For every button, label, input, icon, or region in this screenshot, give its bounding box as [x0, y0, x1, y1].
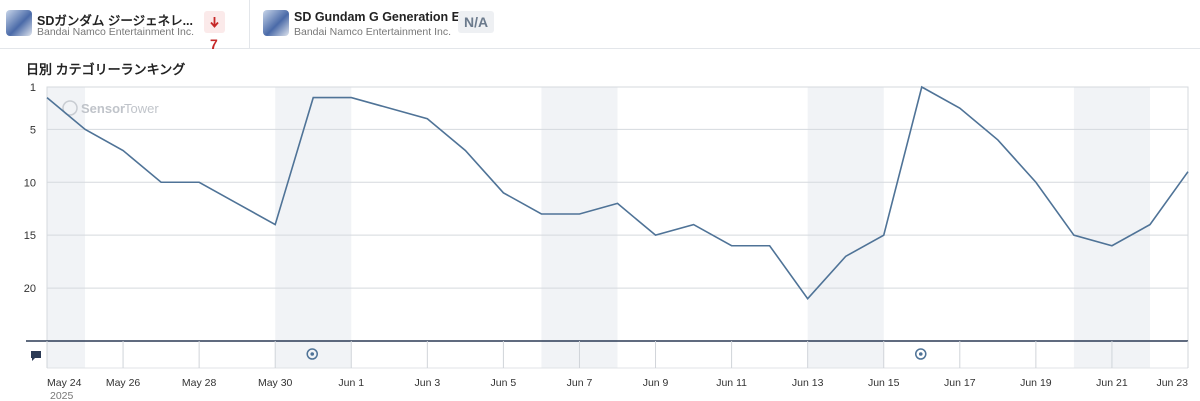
x-tick-label: Jun 17: [944, 377, 976, 389]
app-publisher: Bandai Namco Entertainment Inc.: [294, 26, 451, 38]
y-tick-label: 15: [24, 230, 36, 242]
weekend-band: [807, 87, 884, 368]
watermark-text: Sensor: [81, 101, 125, 116]
x-tick-label: May 30: [258, 377, 293, 389]
chart-title: 日別 カテゴリーランキング: [26, 62, 185, 77]
down-arrow: [210, 17, 219, 28]
y-tick-label: 5: [30, 124, 36, 136]
x-tick-label: Jun 21: [1096, 377, 1128, 389]
event-marker: [306, 348, 318, 360]
series-line: [46, 85, 1189, 300]
event-marker-dot: [918, 352, 923, 356]
x-tick-label: Jun 1: [338, 377, 364, 389]
weekend-band: [1073, 87, 1150, 368]
weekend-band: [541, 87, 618, 368]
year-label: 2025: [50, 390, 74, 401]
x-tick-label: Jun 7: [567, 377, 593, 389]
event-marker-dot: [310, 352, 315, 356]
watermark-logo: [62, 100, 78, 116]
y-tick-label: 20: [24, 283, 36, 295]
app-icon: [6, 10, 32, 36]
rank-change: 7: [204, 11, 225, 52]
y-tick-label: 10: [24, 177, 36, 189]
divider: [249, 0, 250, 48]
weekend-band: [275, 87, 352, 368]
x-tick-label: May 26: [106, 377, 141, 389]
x-tick-label: Jun 3: [414, 377, 440, 389]
x-tick-label: Jun 15: [868, 377, 900, 389]
app-name: SD Gundam G Generation E...: [294, 10, 471, 24]
x-tick-label: Jun 11: [716, 377, 747, 389]
x-tick-label: Jun 19: [1020, 377, 1052, 389]
app-publisher: Bandai Namco Entertainment Inc.: [37, 26, 194, 38]
rank-change: N/A: [458, 11, 495, 33]
annotation-icon: [31, 351, 41, 361]
header: SDガンダム ジージェネレ... Bandai Namco Entertainm…: [0, 0, 1200, 52]
event-marker: [915, 348, 927, 360]
rank-change-value: 7: [210, 36, 218, 52]
weekend-band: [47, 87, 86, 368]
x-tick-label: Jun 5: [491, 377, 517, 389]
app-icon: [263, 10, 289, 36]
x-tick-label: Jun 13: [792, 377, 824, 389]
x-tick-label: May 24: [47, 377, 82, 389]
watermark-text: Tower: [124, 101, 159, 116]
x-tick-label: May 28: [182, 377, 217, 389]
rank-change-value: N/A: [464, 14, 489, 30]
x-tick-label: Jun 23: [1156, 377, 1188, 389]
y-tick-label: 1: [30, 82, 36, 94]
app-name: SDガンダム ジージェネレ...: [37, 14, 194, 28]
x-tick-label: Jun 9: [643, 377, 669, 389]
